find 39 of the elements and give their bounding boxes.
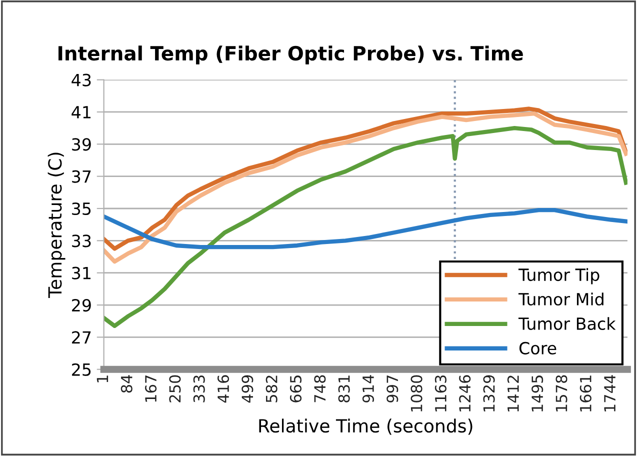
x-tick-label: 1412	[507, 376, 519, 412]
x-tick-label: 1661	[580, 376, 592, 412]
y-axis-title: Temperature (C)	[48, 152, 66, 298]
legend-label: Core	[519, 342, 556, 354]
y-tick-label: 29	[72, 298, 91, 312]
x-tick-label: 582	[266, 376, 278, 402]
x-tick-label: 416	[217, 375, 230, 403]
x-tick-label: 1329	[483, 375, 495, 412]
x-tick-label: 167	[145, 376, 157, 402]
legend-label: Tumor Tip	[518, 268, 600, 284]
chart-title: Internal Temp (Fiber Optic Probe) vs. Time	[58, 46, 523, 64]
x-tick-label: 1080	[410, 375, 422, 412]
x-tick-label: 499	[242, 375, 254, 403]
y-tick-label: 43	[72, 74, 91, 86]
y-tick-label: 25	[72, 363, 91, 376]
y-tick-label: 41	[72, 106, 90, 118]
x-axis-title: Relative Time (seconds)	[259, 418, 472, 435]
x-tick-label: 997	[386, 376, 398, 402]
x-tick-label: 1	[96, 376, 108, 382]
legend-label: Tumor Mid	[518, 292, 604, 306]
y-tick-label: 35	[72, 202, 91, 216]
x-tick-label: 333	[193, 375, 205, 402]
y-tick-label: 33	[72, 234, 91, 248]
y-tick-label: 37	[72, 170, 91, 183]
x-tick-label: 1744	[604, 375, 616, 412]
y-tick-label: 31	[72, 266, 90, 280]
x-tick-label: 1495	[532, 376, 544, 412]
x-tick-label: 250	[169, 375, 181, 402]
x-tick-label: 84	[120, 375, 132, 393]
x-tick-label: 831	[338, 376, 350, 402]
legend-label: Tumor Back	[518, 317, 616, 330]
y-tick-label: 27	[72, 331, 91, 344]
y-tick-label: 39	[72, 138, 91, 151]
x-tick-label: 748	[314, 375, 326, 402]
x-tick-label: 1578	[556, 375, 568, 412]
x-tick-label: 665	[290, 376, 302, 402]
x-tick-label: 1163	[434, 375, 446, 412]
x-tick-label: 1246	[459, 375, 471, 412]
x-tick-label: 914	[362, 375, 374, 402]
